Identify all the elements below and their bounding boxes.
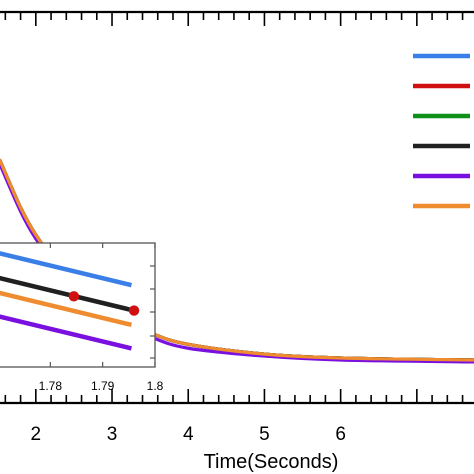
inset-x-tick-label: 1.78 [39,379,63,393]
inset-background [0,242,156,368]
inset-series-line-4 [0,314,132,351]
inset-series-line-1 [0,251,132,288]
inset-marker [68,291,80,302]
inset-x-tick-label: 1.79 [91,379,115,393]
inset-series-line-2 [0,275,132,313]
x-tick-label: 6 [335,424,346,445]
inset-marker [128,305,140,316]
inset-series-line-3 [0,290,132,328]
inset-axis-ticks: 1.78 1.79 1.8 [39,243,164,393]
plot-frame [0,10,474,405]
x-tick-label: 5 [259,424,270,445]
x-axis-label: Time(Seconds) [204,451,339,473]
inset-x-tick-label: 1.8 [147,379,164,393]
x-tick-label: 4 [183,424,194,445]
inset-plot-lines [0,251,140,351]
main-axis-ticks: 2 3 4 5 6 [4,12,464,445]
x-tick-label: 3 [107,424,118,445]
legend [413,53,470,209]
x-tick-label: 2 [31,424,42,445]
